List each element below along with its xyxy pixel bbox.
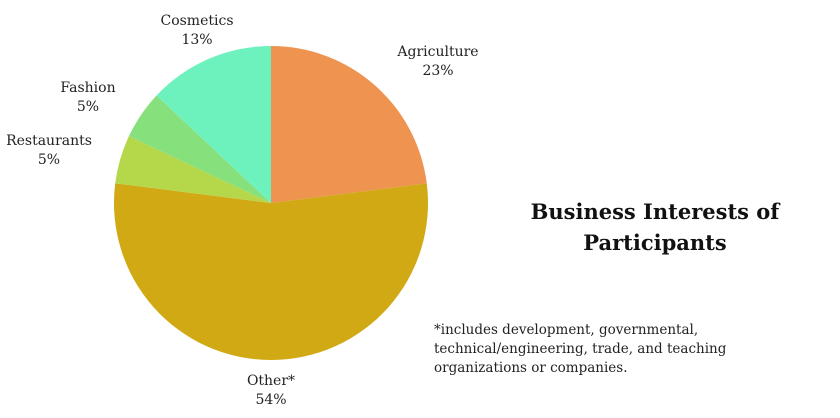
label-agriculture-value: 23% (422, 63, 454, 79)
label-cosmetics-name: Cosmetics (160, 13, 234, 29)
label-fashion: Fashion 5% (50, 79, 126, 117)
pie-slice-agriculture (271, 46, 427, 203)
label-cosmetics-value: 13% (181, 32, 213, 48)
label-restaurants-name: Restaurants (6, 133, 92, 149)
label-agriculture: Agriculture 23% (384, 43, 492, 81)
label-other-name: Other* (246, 373, 296, 389)
label-cosmetics: Cosmetics 13% (150, 12, 244, 50)
pie-slice-other (113, 183, 429, 361)
label-restaurants-value: 5% (37, 152, 61, 168)
footnote: *includes development, governmental, tec… (434, 321, 814, 378)
footnote-line-1: *includes development, governmental, (434, 322, 699, 338)
footnote-line-2: technical/engineering, trade, and teachi… (434, 341, 727, 357)
label-restaurants: Restaurants 5% (0, 132, 98, 170)
label-agriculture-name: Agriculture (397, 44, 479, 60)
label-other: Other* 54% (230, 372, 312, 410)
label-fashion-name: Fashion (60, 80, 116, 96)
chart-title: Business Interests of Participants (520, 196, 790, 258)
pie-slice-cosmetics (156, 46, 271, 203)
label-fashion-value: 5% (76, 99, 100, 115)
label-other-value: 54% (255, 392, 287, 408)
chart-title-line-2: Participants (583, 230, 727, 255)
chart-title-line-1: Business Interests of (530, 199, 780, 224)
pie-slice-restaurants (115, 136, 272, 203)
footnote-line-3: organizations or companies. (434, 360, 628, 376)
pie-slice-fashion (128, 95, 271, 203)
